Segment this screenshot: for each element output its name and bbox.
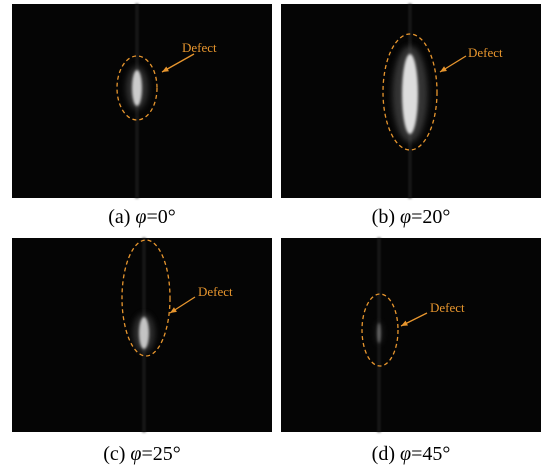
caption-angle: =25° — [141, 443, 181, 465]
caption-symbol: φ — [399, 443, 412, 465]
defect-outline — [382, 33, 438, 151]
defect-spot — [377, 323, 381, 343]
caption-angle: =20° — [411, 206, 451, 228]
caption: (a) φ=0° — [12, 206, 272, 229]
annotation: Defect — [430, 300, 465, 315]
annotation: Defect — [198, 284, 233, 299]
defect-spot — [402, 54, 418, 134]
defect-spot — [139, 317, 149, 349]
annotation: Defect — [468, 45, 503, 60]
caption-symbol: φ — [399, 206, 412, 228]
arrow-head — [162, 66, 169, 72]
defect-spot — [132, 70, 142, 106]
panel-image — [281, 238, 541, 432]
caption-label: (a) — [108, 206, 131, 228]
defect-outline — [121, 239, 171, 357]
panel: Defect — [12, 4, 272, 198]
caption-symbol: φ — [130, 443, 142, 465]
arrow-head — [401, 320, 408, 326]
caption-angle: =45° — [411, 443, 451, 465]
caption-symbol: φ — [135, 206, 147, 228]
panel: Defect — [281, 4, 541, 198]
defect-outline — [116, 55, 158, 121]
annotation: Defect — [182, 40, 217, 55]
panel: Defect — [12, 238, 272, 432]
caption-angle: =0° — [146, 206, 176, 228]
caption: (b) φ=20° — [281, 206, 541, 229]
arrow-head — [170, 307, 177, 313]
caption: (d) φ=45° — [281, 443, 541, 466]
defect-outline — [361, 293, 399, 367]
caption: (c) φ=25° — [12, 443, 272, 466]
panel: Defect — [281, 238, 541, 432]
caption-label: (c) — [103, 443, 126, 465]
arrow-head — [440, 66, 447, 72]
caption-label: (b) — [371, 206, 395, 228]
caption-label: (d) — [371, 443, 395, 465]
